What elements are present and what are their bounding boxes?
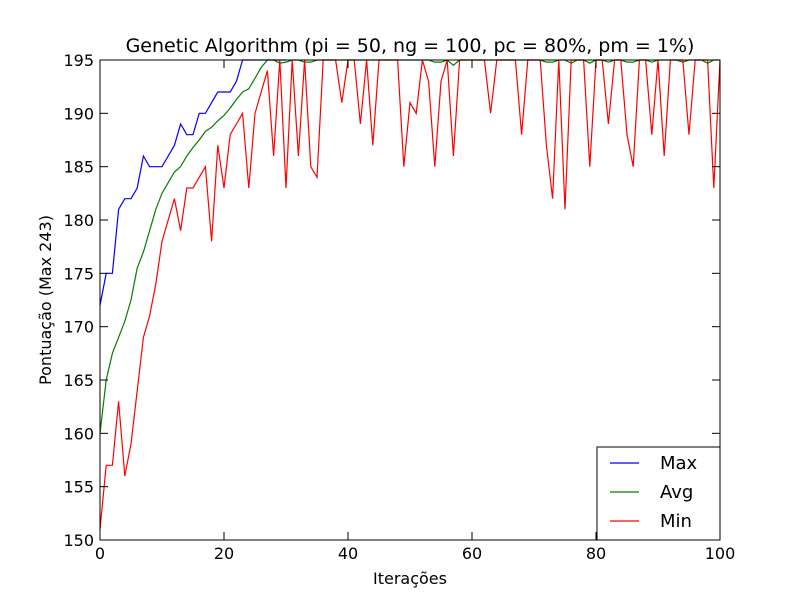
x-axis-label: Iterações <box>373 569 447 588</box>
legend-label-min: Min <box>660 511 692 532</box>
y-tick-label: 165 <box>63 371 94 390</box>
legend-label-avg: Avg <box>660 482 693 503</box>
x-tick-label: 40 <box>338 544 358 563</box>
x-tick-label: 60 <box>462 544 482 563</box>
y-tick-label: 195 <box>63 51 94 70</box>
x-tick-label: 0 <box>95 544 105 563</box>
y-tick-label: 150 <box>63 531 94 550</box>
y-tick-label: 180 <box>63 211 94 230</box>
x-tick-label: 100 <box>705 544 736 563</box>
y-tick-label: 155 <box>63 478 94 497</box>
chart-title: Genetic Algorithm (pi = 50, ng = 100, pc… <box>126 35 695 57</box>
y-tick-label: 170 <box>63 318 94 337</box>
x-tick-label: 80 <box>586 544 606 563</box>
tick-layer: 0 20 40 60 80 100 150 155 160 165 170 175 180 185 190 1… <box>63 51 735 563</box>
y-tick-label: 175 <box>63 264 94 283</box>
legend-box <box>596 446 721 541</box>
y-tick-label: 160 <box>63 424 94 443</box>
legend-label-max: Max <box>660 453 698 474</box>
legend: Max Avg Min <box>596 446 721 541</box>
plot-frame <box>99 59 721 541</box>
x-tick-label: 20 <box>214 544 234 563</box>
y-tick-label: 190 <box>63 104 94 123</box>
y-axis-label: Pontuação (Max 243) <box>36 215 55 385</box>
y-tick-label: 185 <box>63 158 94 177</box>
